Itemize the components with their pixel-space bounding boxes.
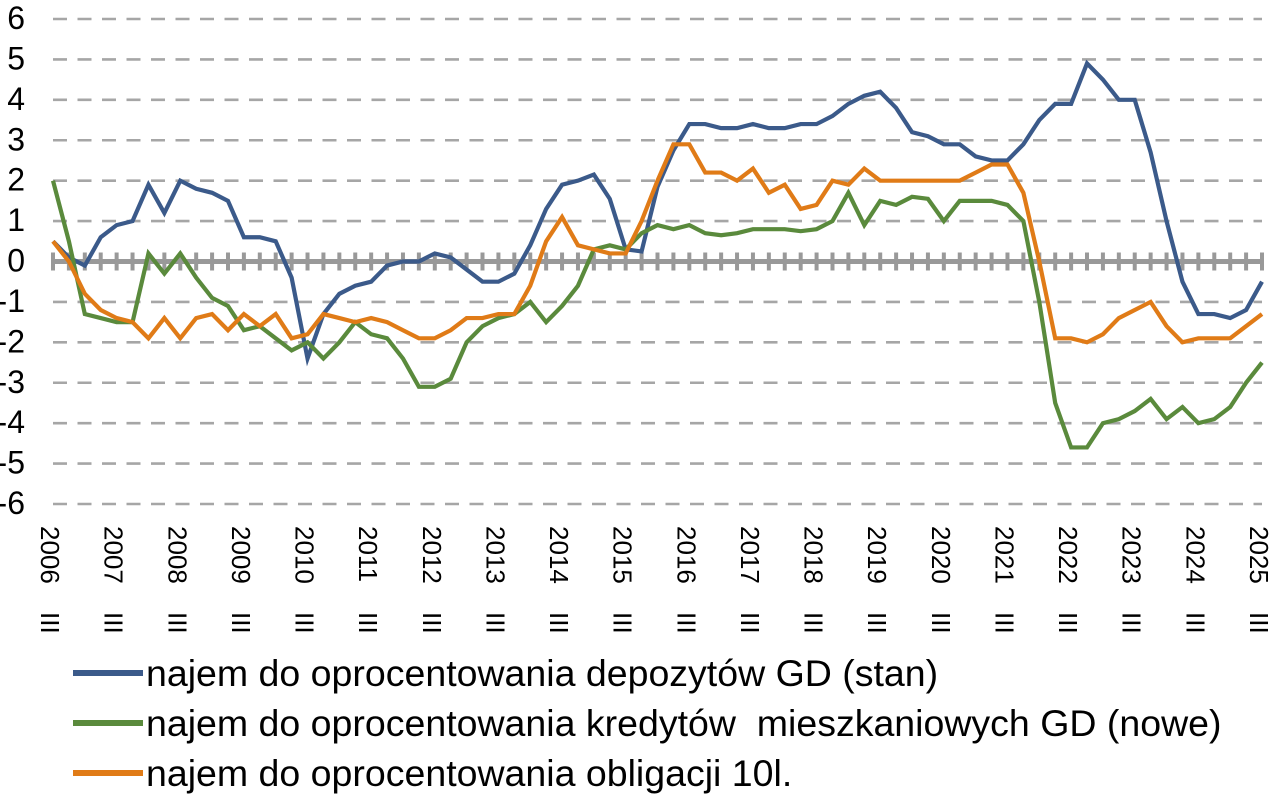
svg-text:III: III <box>862 612 892 634</box>
svg-text:2021: 2021 <box>989 526 1019 584</box>
svg-text:III: III <box>99 612 129 634</box>
svg-text:-4: -4 <box>0 404 25 440</box>
svg-text:III: III <box>1053 612 1083 634</box>
svg-text:2023: 2023 <box>1117 526 1147 584</box>
svg-text:III: III <box>1180 612 1210 634</box>
svg-text:2010: 2010 <box>290 526 320 584</box>
svg-text:2: 2 <box>7 162 25 198</box>
svg-text:2011: 2011 <box>353 526 383 582</box>
svg-text:III: III <box>544 612 574 634</box>
svg-text:III: III <box>226 612 256 634</box>
svg-text:III: III <box>1244 612 1274 634</box>
svg-text:2009: 2009 <box>226 526 256 584</box>
svg-text:III: III <box>35 612 65 634</box>
svg-text:III: III <box>290 612 320 634</box>
svg-text:-1: -1 <box>0 283 25 319</box>
svg-text:-2: -2 <box>0 323 25 359</box>
svg-text:5: 5 <box>7 40 25 76</box>
svg-text:2013: 2013 <box>480 526 510 584</box>
svg-text:2008: 2008 <box>162 526 192 584</box>
svg-text:-6: -6 <box>0 485 25 521</box>
svg-text:4: 4 <box>7 81 25 117</box>
svg-text:2025: 2025 <box>1244 526 1274 584</box>
svg-text:-3: -3 <box>0 364 25 400</box>
svg-text:2017: 2017 <box>735 526 765 584</box>
svg-text:2014: 2014 <box>544 526 574 584</box>
svg-text:2018: 2018 <box>799 526 829 584</box>
svg-text:III: III <box>671 612 701 634</box>
svg-text:2022: 2022 <box>1053 526 1083 584</box>
svg-text:III: III <box>799 612 829 634</box>
svg-text:1: 1 <box>7 202 25 238</box>
svg-text:III: III <box>735 612 765 634</box>
svg-text:2016: 2016 <box>671 526 701 584</box>
svg-text:2007: 2007 <box>99 526 129 584</box>
svg-text:III: III <box>353 612 383 634</box>
svg-text:2012: 2012 <box>417 526 447 584</box>
svg-text:III: III <box>480 612 510 634</box>
svg-text:0: 0 <box>7 243 25 279</box>
svg-text:III: III <box>417 612 447 634</box>
svg-text:6: 6 <box>7 0 25 36</box>
svg-text:III: III <box>608 612 638 634</box>
svg-text:III: III <box>926 612 956 634</box>
svg-text:III: III <box>162 612 192 634</box>
svg-text:2019: 2019 <box>862 526 892 584</box>
svg-text:2006: 2006 <box>35 526 65 584</box>
svg-text:III: III <box>989 612 1019 634</box>
svg-text:3: 3 <box>7 121 25 157</box>
svg-text:2020: 2020 <box>926 526 956 584</box>
svg-text:-5: -5 <box>0 445 25 481</box>
svg-text:2024: 2024 <box>1180 526 1210 584</box>
svg-text:III: III <box>1117 612 1147 634</box>
svg-text:2015: 2015 <box>608 526 638 584</box>
